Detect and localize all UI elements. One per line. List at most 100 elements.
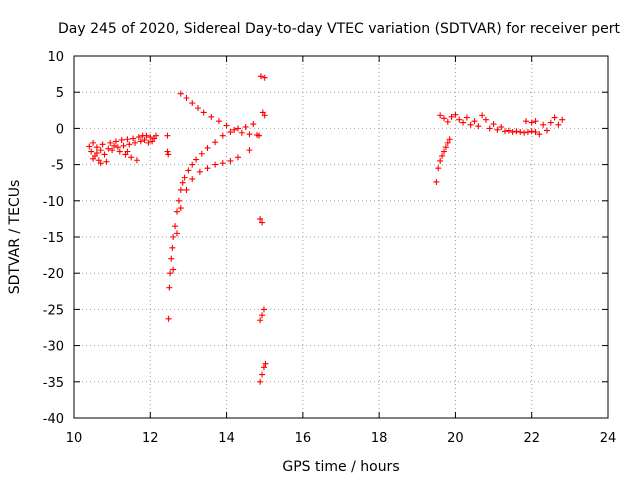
data-point — [219, 160, 226, 167]
data-point — [88, 148, 95, 155]
data-point — [559, 116, 566, 123]
x-tick-labels: 10 12 14 16 18 20 22 24 — [66, 431, 617, 446]
x-tick-label: 10 — [66, 431, 83, 446]
y-tick-label: -5 — [51, 159, 64, 174]
y-tick-label: 5 — [56, 86, 64, 101]
data-point — [502, 128, 509, 135]
data-point — [185, 167, 192, 174]
data-point — [440, 115, 447, 122]
y-tick-label: -30 — [43, 340, 64, 355]
y-tick-label: -15 — [43, 231, 64, 246]
gridlines — [74, 56, 608, 418]
data-point — [215, 118, 222, 125]
data-point — [223, 122, 230, 129]
data-point — [257, 215, 264, 222]
data-point — [165, 315, 172, 322]
x-axis-title: GPS time / hours — [282, 459, 399, 475]
data-point — [167, 270, 174, 277]
y-tick-label: -25 — [43, 303, 64, 318]
data-point — [452, 111, 459, 118]
data-point — [173, 208, 180, 215]
data-point — [261, 74, 268, 81]
data-point — [486, 125, 493, 132]
data-point — [194, 105, 201, 112]
data-point — [120, 142, 127, 149]
data-point — [204, 144, 211, 151]
data-point — [536, 131, 543, 138]
data-point — [250, 121, 257, 128]
data-point — [170, 266, 177, 273]
data-point — [208, 113, 215, 120]
data-point — [444, 118, 451, 125]
data-point — [257, 378, 264, 385]
data-point — [204, 165, 211, 172]
data-point — [517, 129, 524, 136]
data-point — [227, 157, 234, 164]
data-point — [448, 113, 455, 120]
data-point — [444, 139, 451, 146]
data-point — [238, 129, 245, 136]
data-point — [179, 179, 186, 186]
data-point — [528, 119, 535, 126]
data-point — [164, 132, 171, 139]
data-point — [246, 131, 253, 138]
data-point — [254, 131, 261, 138]
data-point — [198, 150, 205, 157]
data-point — [112, 138, 119, 145]
data-point — [130, 135, 137, 142]
data-point — [494, 126, 501, 133]
data-point — [259, 371, 266, 378]
data-point — [164, 148, 171, 155]
y-tick-label: 10 — [47, 50, 64, 65]
chart-title: Day 245 of 2020, Sidereal Day-to-day VTE… — [58, 21, 620, 37]
data-point — [183, 186, 190, 193]
data-point — [101, 151, 108, 158]
data-point — [471, 118, 478, 125]
axis-ticks — [73, 55, 609, 419]
data-point — [189, 100, 196, 107]
data-point — [128, 154, 135, 161]
data-point — [183, 94, 190, 101]
data-point — [212, 161, 219, 168]
data-point — [235, 125, 242, 132]
data-point — [437, 157, 444, 164]
data-point — [532, 129, 539, 136]
data-point — [99, 141, 106, 148]
data-point — [143, 132, 150, 139]
data-point — [524, 129, 531, 136]
data-point — [193, 156, 200, 163]
data-point — [509, 129, 516, 136]
data-point — [440, 148, 447, 155]
data-point — [165, 151, 172, 158]
data-point — [246, 147, 253, 154]
x-tick-label: 18 — [371, 431, 388, 446]
data-point — [177, 205, 184, 212]
data-point — [124, 136, 131, 143]
data-point — [212, 139, 219, 146]
data-point — [259, 312, 266, 319]
data-point — [169, 244, 176, 251]
data-point — [172, 223, 179, 230]
data-point — [532, 118, 539, 125]
data-point — [540, 121, 547, 128]
data-point — [97, 147, 104, 154]
data-point — [107, 139, 114, 146]
data-point — [153, 132, 160, 139]
data-point — [463, 114, 470, 121]
data-point — [147, 134, 154, 141]
data-point — [175, 197, 182, 204]
data-point — [435, 165, 442, 172]
data-point — [547, 119, 554, 126]
data-point — [231, 126, 238, 133]
data-point — [93, 144, 100, 151]
x-tick-label: 16 — [295, 431, 312, 446]
data-point — [439, 152, 446, 159]
data-point — [555, 121, 562, 128]
data-point — [433, 178, 440, 185]
data-point — [219, 132, 226, 139]
data-point — [86, 143, 93, 150]
x-tick-label: 12 — [142, 431, 159, 446]
y-tick-label: -35 — [43, 376, 64, 391]
data-point — [109, 147, 116, 154]
